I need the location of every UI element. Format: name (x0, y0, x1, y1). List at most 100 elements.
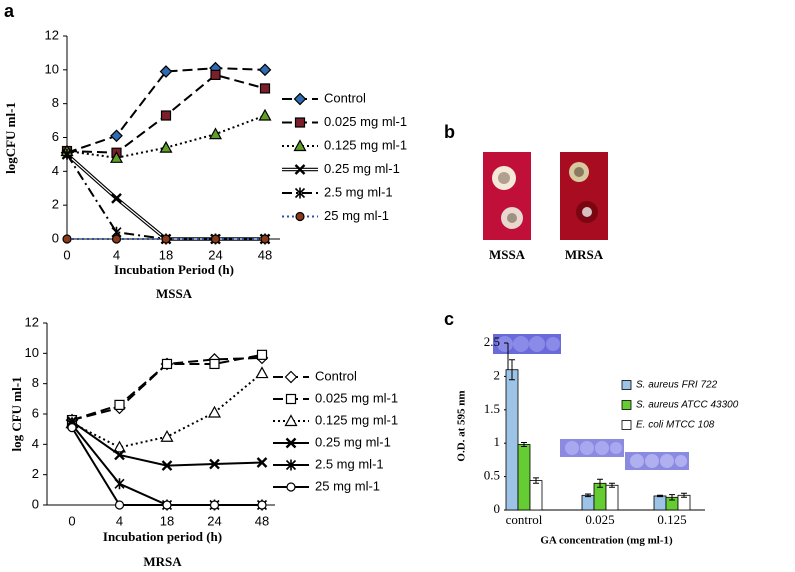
legend-marker (293, 92, 307, 106)
y-axis-label: O.D. at 595 nm (456, 390, 468, 461)
error-bar (521, 442, 527, 448)
point (208, 127, 223, 140)
bar (581, 494, 595, 511)
point (260, 234, 270, 244)
y-tick-label: 10 (45, 61, 59, 76)
point (259, 83, 271, 94)
error-bar (597, 478, 603, 488)
point (210, 234, 221, 244)
photo-caption: MRSA (565, 247, 604, 262)
y-tick-label: 8 (52, 95, 59, 110)
legend-marker (294, 164, 306, 175)
legend-marker (295, 211, 305, 222)
point (109, 151, 124, 163)
point (258, 108, 272, 121)
point (159, 140, 173, 153)
series-line-inner (66, 153, 265, 240)
y-axis-label: log CFU ml-1 (9, 376, 24, 451)
legend-label: Control (324, 90, 366, 105)
panel-label: b (444, 122, 455, 142)
x-tick-label: 0.025 (585, 512, 614, 527)
point (114, 500, 125, 510)
bar (529, 480, 543, 511)
point (62, 234, 72, 244)
legend-marker (294, 117, 306, 128)
series-line (66, 153, 265, 240)
point (210, 69, 221, 81)
y-tick-label: 6 (52, 129, 59, 144)
y-tick-label: 1 (494, 434, 501, 449)
error-bar (669, 494, 675, 501)
point (255, 366, 269, 379)
legend-marker (286, 482, 296, 492)
bar (653, 495, 667, 511)
error-bar (533, 477, 539, 484)
y-tick-label: 2 (494, 367, 501, 382)
error-bar (681, 492, 687, 498)
point (111, 234, 122, 244)
panel-label: a (4, 1, 15, 21)
legend-swatch (621, 420, 632, 430)
legend-marker (293, 139, 307, 152)
y-tick-label: 2 (52, 197, 59, 212)
y-tick-label: 12 (25, 314, 39, 329)
legend-label: 25 mg ml-1 (324, 208, 389, 223)
point (160, 430, 174, 442)
error-bar (609, 482, 615, 488)
y-tick-label: 6 (32, 405, 39, 420)
legend-swatch (621, 380, 632, 390)
y-tick-label: 0 (32, 496, 39, 511)
y-tick-label: 8 (32, 375, 39, 390)
legend-label: 25 mg ml-1 (315, 478, 380, 493)
bar (517, 444, 531, 511)
plate-photo (483, 152, 608, 240)
point (209, 458, 220, 470)
point (114, 449, 125, 461)
point (209, 358, 220, 370)
y-axis-label: logCFU ml-1 (3, 102, 18, 174)
point (114, 478, 125, 490)
x-tick-label: 18 (160, 513, 174, 528)
point (161, 358, 173, 370)
x-tick-label: 24 (207, 513, 221, 528)
legend-label: 2.5 mg ml-1 (315, 456, 384, 471)
x-tick-label: 48 (255, 513, 269, 528)
y-tick-label: 4 (52, 163, 59, 178)
x-tick-label: 4 (116, 513, 123, 528)
x-axis-label: GA concentration (mg ml-1) (540, 535, 673, 547)
chart-subtitle: MSSA (156, 286, 193, 301)
error-bar (585, 493, 591, 498)
y-tick-label: 10 (25, 345, 39, 360)
x-axis-label: Incubation Period (h) (114, 262, 234, 277)
legend-marker (285, 393, 297, 405)
x-tick-label: 4 (113, 247, 120, 262)
point (160, 110, 172, 121)
point (209, 500, 220, 510)
legend-marker (284, 370, 298, 384)
y-tick-label: 0 (494, 501, 501, 516)
y-tick-label: 2 (32, 466, 39, 481)
x-tick-label: control (506, 512, 543, 527)
point (207, 405, 222, 418)
point (110, 129, 123, 143)
series-line (71, 372, 263, 449)
point (161, 234, 171, 244)
point (114, 399, 125, 410)
point (257, 500, 267, 510)
point (256, 457, 268, 468)
legend-marker (285, 459, 297, 471)
y-tick-label: 2.5 (484, 334, 500, 349)
point (162, 500, 172, 510)
legend-marker (285, 437, 297, 449)
x-tick-label: 48 (258, 247, 272, 262)
y-tick-label: 1.5 (484, 401, 500, 416)
point (112, 440, 127, 453)
point (256, 349, 268, 360)
legend-label: 2.5 mg ml-1 (324, 184, 393, 199)
x-tick-label: 24 (208, 247, 222, 262)
series-line (66, 67, 266, 154)
chart-subtitle: MRSA (143, 554, 182, 569)
photo-caption: MSSA (489, 247, 526, 262)
y-tick-label: 0.5 (484, 468, 500, 483)
y-tick-label: 0 (52, 230, 59, 245)
